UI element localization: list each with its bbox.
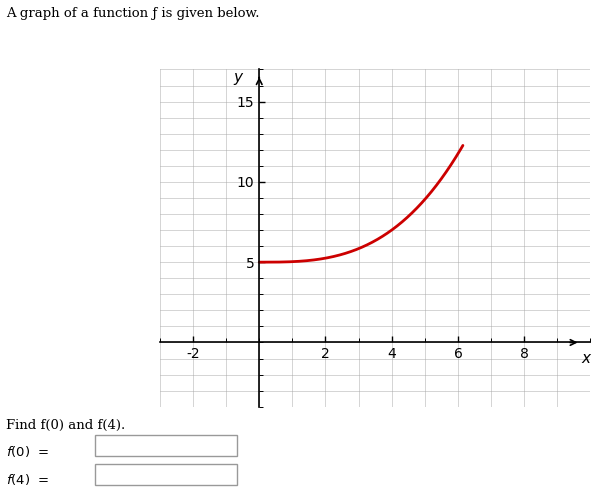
Text: $f$(4)  =: $f$(4) = — [6, 472, 50, 487]
Text: $f$(0)  =: $f$(0) = — [6, 444, 50, 459]
Text: A graph of a function ƒ is given below.: A graph of a function ƒ is given below. — [6, 7, 260, 20]
Text: Find f(0) and f(4).: Find f(0) and f(4). — [6, 419, 125, 432]
Text: y: y — [234, 70, 243, 85]
Text: x: x — [581, 351, 590, 366]
